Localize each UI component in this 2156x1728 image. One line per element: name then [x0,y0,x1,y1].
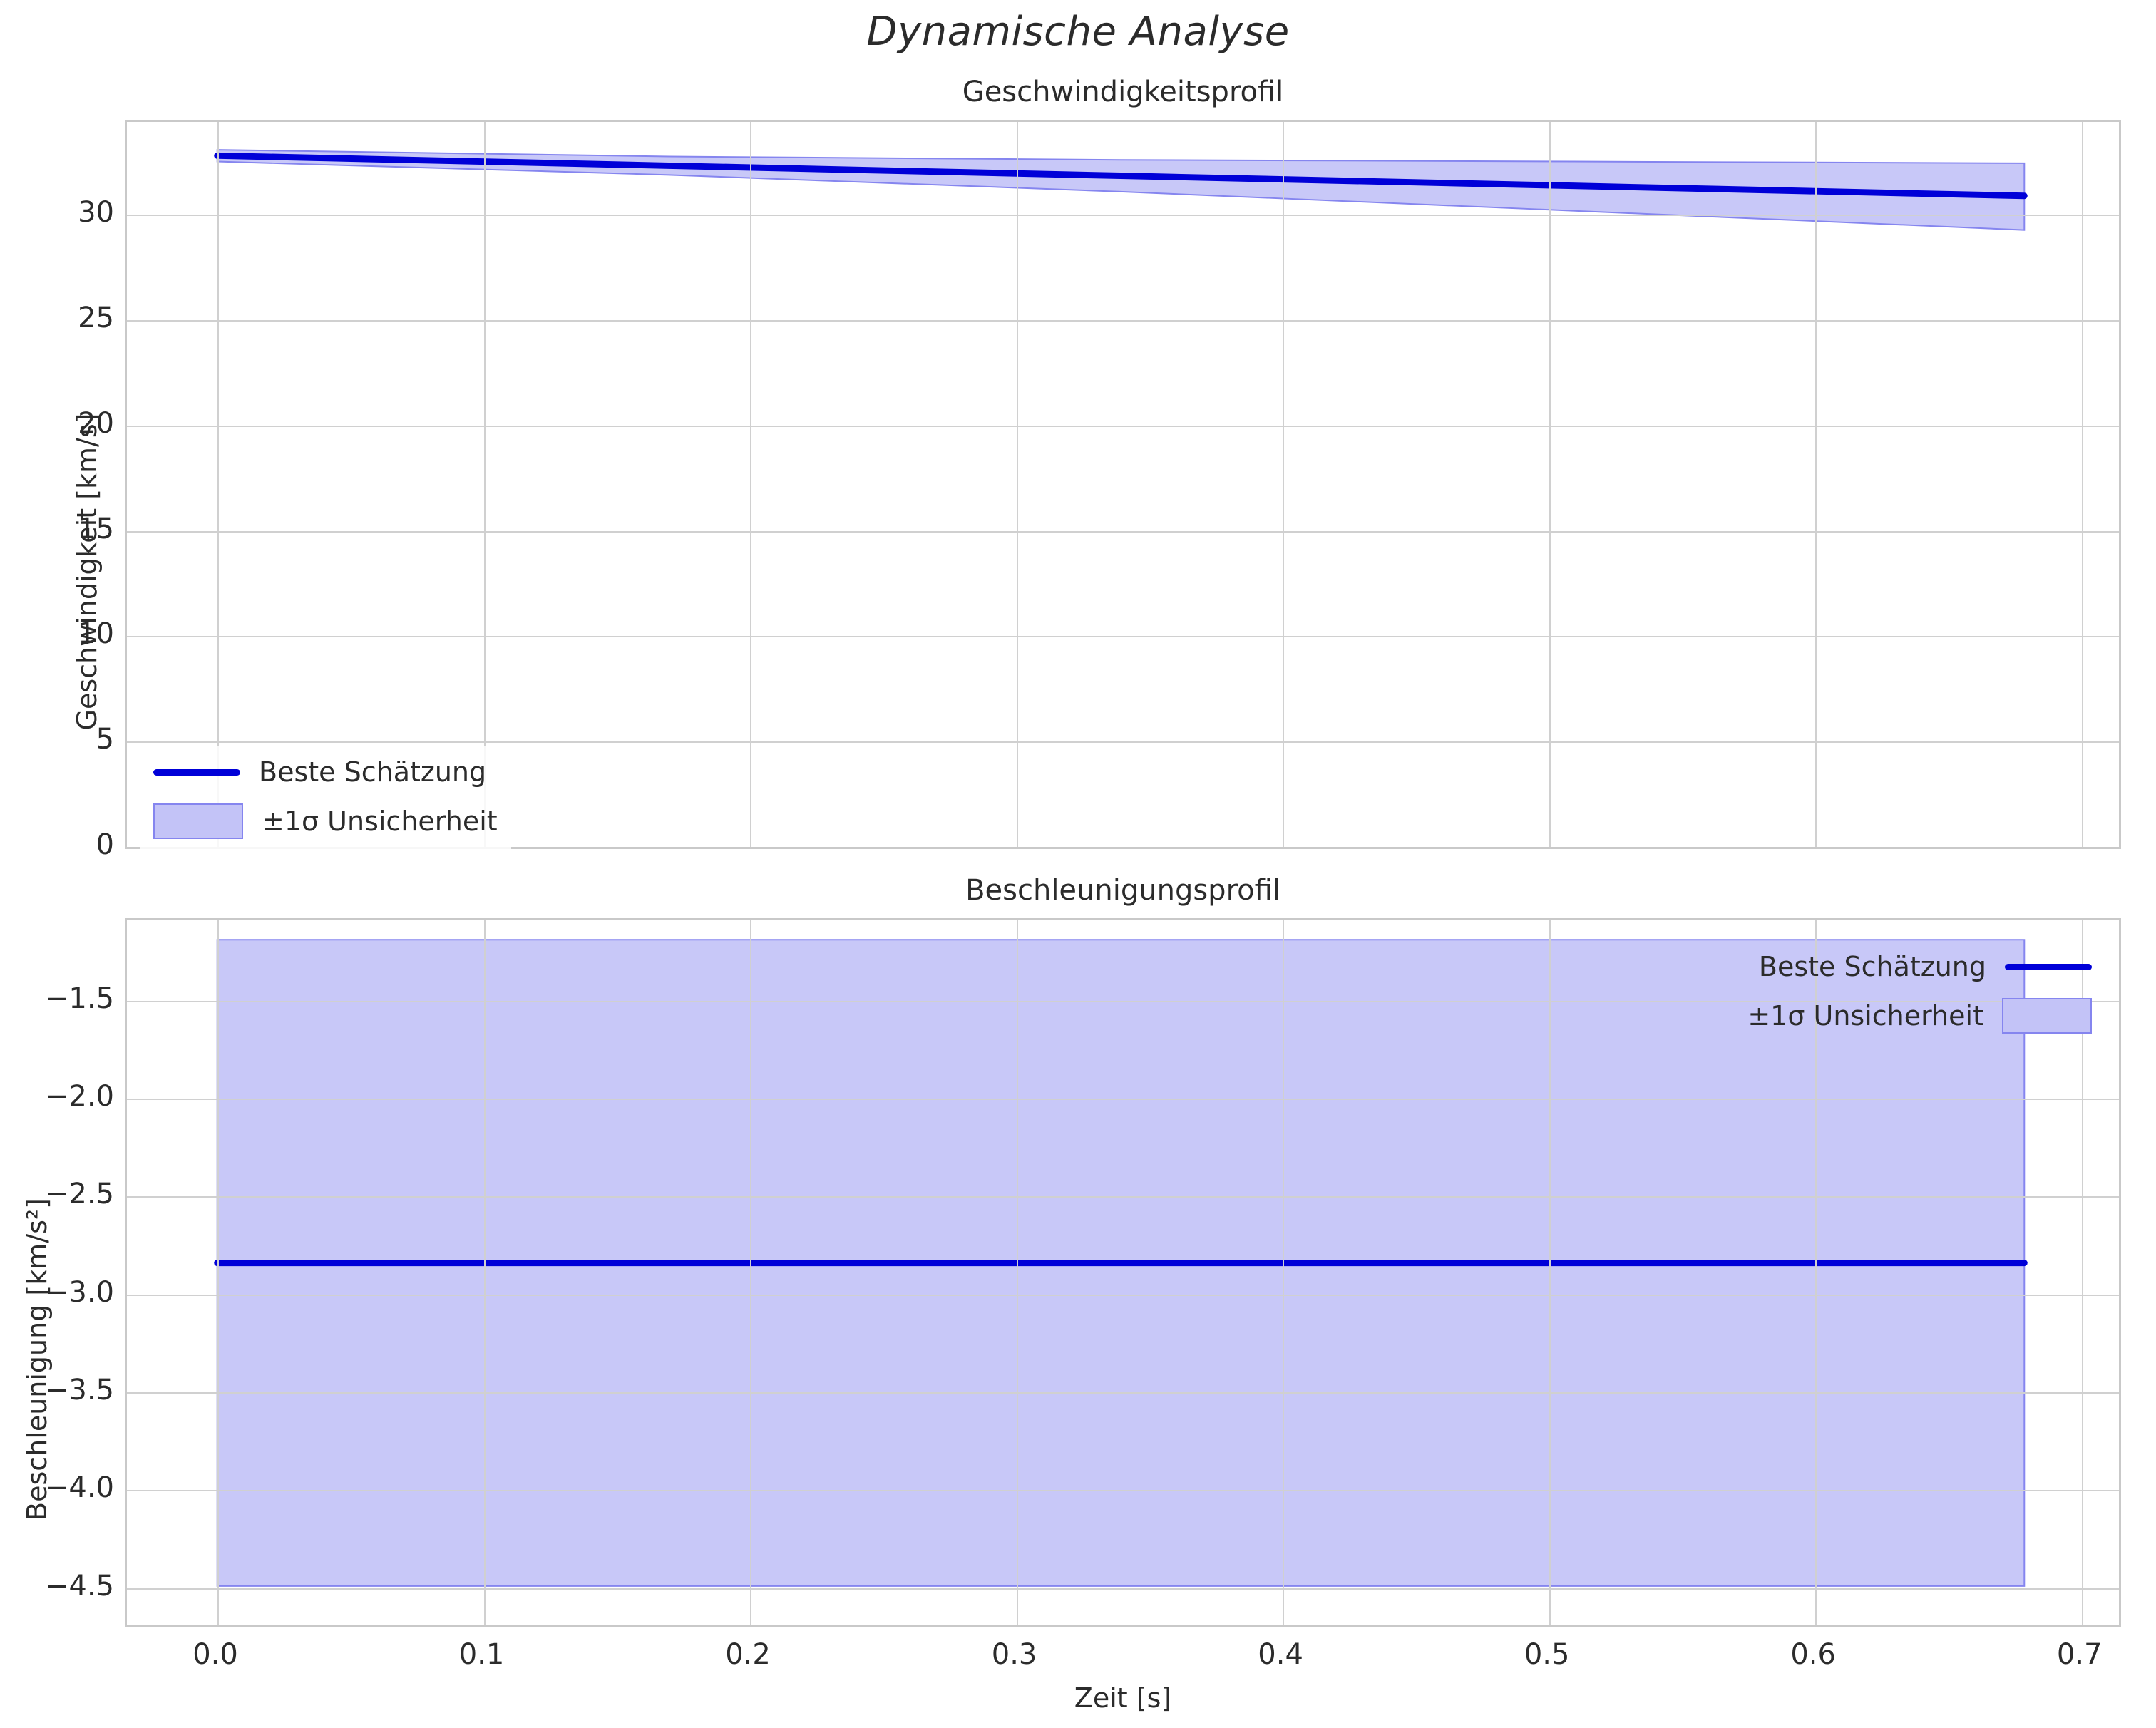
subplot-title-acceleration: Beschleunigungsprofil [965,874,1280,907]
y-tick-label: 20 [78,406,114,440]
x-tick-labels: 0.0 0.1 0.2 0.3 0.4 0.5 0.6 0.7 [125,1638,2121,1681]
x-tick-label: 0.6 [1790,1638,1836,1671]
legend-row-line-acceleration: Beste Schätzung [1747,951,2092,982]
legend-band-label: ±1σ Unsicherheit [1747,1000,1983,1032]
legend-row-band-velocity: ±1σ Unsicherheit [153,803,498,839]
legend-line-swatch-icon [2005,963,2092,970]
y-tick-label: −1.5 [44,982,114,1015]
gridline-vertical [2081,920,2083,1625]
gridline-horizontal [127,530,2119,533]
y-tick-label: −2.5 [44,1178,114,1211]
gridline-horizontal [127,1588,2119,1590]
gridline-horizontal [127,425,2119,427]
legend-band-swatch-icon [153,803,243,839]
gridline-horizontal [127,319,2119,322]
gridline-vertical [1815,920,1817,1625]
gridline-horizontal [127,741,2119,744]
gridline-vertical [1549,122,1551,847]
uncertainty-band-velocity [216,149,2026,231]
acceleration-plot-svg [214,939,2028,1587]
y-tick-label: 5 [96,723,114,756]
gridline-vertical [483,920,486,1625]
gridline-vertical [1016,122,1018,847]
plot-area-acceleration [125,918,2121,1627]
x-tick-label: 0.0 [192,1638,238,1671]
x-tick-label: 0.2 [725,1638,771,1671]
legend-line-label: Beste Schätzung [259,756,487,788]
x-tick-label: 0.5 [1524,1638,1570,1671]
y-tick-label: 25 [78,301,114,334]
legend-band-label: ±1σ Unsicherheit [262,806,498,837]
gridline-vertical [1016,920,1018,1625]
gridline-vertical [1815,122,1817,847]
gridline-vertical [217,122,219,847]
velocity-plot-svg [214,149,2028,231]
x-axis-label: Zeit [s] [1074,1682,1172,1714]
gridline-vertical [483,122,486,847]
gridline-horizontal [127,1490,2119,1492]
x-tick-label: 0.1 [458,1638,505,1671]
gridline-horizontal [127,1196,2119,1198]
legend-line-swatch-icon [153,768,240,776]
y-tick-label: 0 [96,828,114,861]
gridline-vertical [1283,122,1285,847]
y-tick-label: −2.0 [44,1079,114,1113]
best-estimate-line-velocity [214,152,2028,200]
y-tick-labels-velocity: 0 5 10 15 20 25 30 [7,120,114,861]
legend-row-band-acceleration: ±1σ Unsicherheit [1747,998,2092,1034]
gridline-horizontal [127,1392,2119,1394]
y-tick-label: −3.0 [44,1275,114,1309]
y-tick-labels-acceleration: −1.5 −2.0 −2.5 −3.0 −3.5 −4.0 −4.5 [0,918,114,1627]
gridline-vertical [1283,920,1285,1625]
y-tick-label: −4.5 [44,1569,114,1603]
y-tick-label: 10 [78,617,114,651]
y-tick-label: −4.0 [44,1471,114,1505]
x-tick-label: 0.3 [991,1638,1037,1671]
legend-acceleration: Beste Schätzung ±1σ Unsicherheit [1735,941,2105,1044]
subplot-title-velocity: Geschwindigkeitsprofil [962,76,1284,108]
y-tick-label: 15 [78,512,114,545]
gridline-vertical [750,122,752,847]
gridline-vertical [217,920,219,1625]
legend-line-label: Beste Schätzung [1758,951,1986,982]
gridline-vertical [2081,122,2083,847]
x-tick-label: 0.4 [1258,1638,1303,1671]
legend-band-swatch-icon [2002,998,2092,1034]
plot-area-velocity [125,120,2121,849]
gridline-horizontal [127,215,2119,217]
gridline-horizontal [127,1000,2119,1002]
y-tick-label: 30 [78,196,114,230]
gridline-horizontal [127,1294,2119,1296]
y-tick-label: −3.5 [44,1374,114,1407]
gridline-horizontal [127,636,2119,638]
legend-row-line-velocity: Beste Schätzung [153,756,498,788]
gridline-horizontal [127,1098,2119,1100]
gridline-vertical [750,920,752,1625]
figure-suptitle: Dynamische Analyse [866,9,1290,55]
gridline-vertical [1549,920,1551,1625]
x-tick-label: 0.7 [2056,1638,2103,1671]
legend-velocity: Beste Schätzung ±1σ Unsicherheit [140,746,511,850]
